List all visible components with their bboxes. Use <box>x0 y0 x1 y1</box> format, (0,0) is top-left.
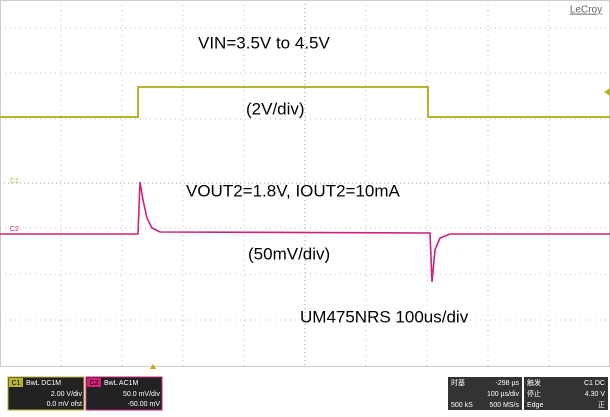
brand: LeCroy <box>570 5 602 16</box>
timebase-samples: 500 kS <box>451 402 473 409</box>
annotation: (50mV/div) <box>248 244 330 263</box>
timebase-rate: 500 MS/s <box>489 402 519 409</box>
trigger-label: 触发 <box>527 378 541 387</box>
trigger-marker <box>604 88 610 96</box>
timebase-box: 时基 -298 µs 100 µs/div 500 kS 500 MS/s <box>448 377 522 410</box>
ch-offset: 0.0 mV ofst <box>47 401 82 408</box>
trigger-source: C1 DC <box>584 380 605 387</box>
trigger-state: 停止 <box>527 389 541 398</box>
ch-offset: -50.00 mV <box>128 401 161 408</box>
trigger-level: 4.30 V <box>585 391 606 398</box>
ch1-trace <box>0 86 610 118</box>
trigger-type: Edge <box>527 402 543 409</box>
ch2-trace <box>0 181 610 283</box>
ch1-box: C1 BwL DC1M 2.00 V/div 0.0 mV ofst <box>7 376 85 411</box>
timebase-label: 时基 <box>451 378 465 387</box>
ch-scale: 2.00 V/div <box>51 391 83 398</box>
ch-scale: 50.0 mV/div <box>123 391 160 398</box>
timebase-delay: -298 µs <box>496 380 520 387</box>
annotation: VIN=3.5V to 4.5V <box>198 33 330 52</box>
annotation: VOUT2=1.8V, IOUT2=10mA <box>186 181 401 200</box>
trace-marker: C1 <box>10 178 19 185</box>
ch-mode: BwL AC1M <box>104 380 139 387</box>
timebase-scale: 100 µs/div <box>487 391 520 398</box>
trigger-slope: 正 <box>598 401 605 409</box>
ch-mode: BwL DC1M <box>26 380 61 387</box>
annotation: UM475NRS 100us/div <box>300 307 469 326</box>
time-marker <box>150 364 156 369</box>
annotation: (2V/div) <box>246 99 305 118</box>
trigger-box: 触发 停止 Edge C1 DC 4.30 V 正 <box>524 377 608 410</box>
trace-marker: C2 <box>10 226 19 233</box>
ch-label: C1 <box>12 380 21 387</box>
ch2-box: C2 BwL AC1M 50.0 mV/div -50.00 mV <box>85 376 163 411</box>
ch-label: C2 <box>90 380 99 387</box>
